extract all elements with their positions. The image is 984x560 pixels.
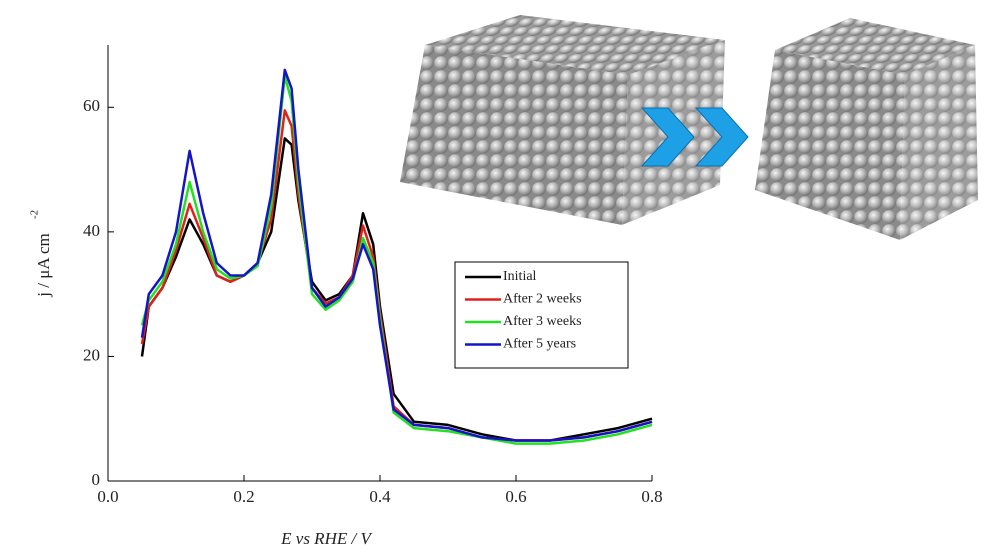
arrows <box>640 107 749 167</box>
y-tick-label: 60 <box>83 96 100 115</box>
legend: Initial After 2 weeks After 3 weeks After 5… <box>454 261 629 369</box>
legend-label: Initial <box>503 269 537 284</box>
series-line <box>140 68 653 442</box>
series-line <box>140 137 653 442</box>
y-tick-label: 40 <box>83 221 100 240</box>
y-tick-label: 20 <box>83 345 100 364</box>
legend-label: After 3 weeks <box>503 314 582 329</box>
x-tick-label: 0.6 <box>505 487 526 506</box>
legend-label: After 5 years <box>503 337 576 352</box>
nanocube-aged <box>755 18 978 240</box>
legend-label: After 2 weeks <box>503 292 582 307</box>
plot-area: 0 20 40 60 0.0 0.2 0.4 0.6 0.8 <box>83 45 663 506</box>
nanocube-initial <box>400 15 725 225</box>
x-axis-label: E vs RHE / V <box>280 529 373 548</box>
y-axis-label-superscript: -2 <box>29 210 41 219</box>
y-tick-label: 0 <box>92 470 101 489</box>
x-tick-label: 0.0 <box>97 487 118 506</box>
x-tick-label: 0.2 <box>233 487 254 506</box>
x-tick-label: 0.4 <box>369 487 391 506</box>
x-tick-label: 0.8 <box>641 487 662 506</box>
legend-box <box>454 261 629 369</box>
y-axis-label: j / μA cm <box>34 233 53 297</box>
